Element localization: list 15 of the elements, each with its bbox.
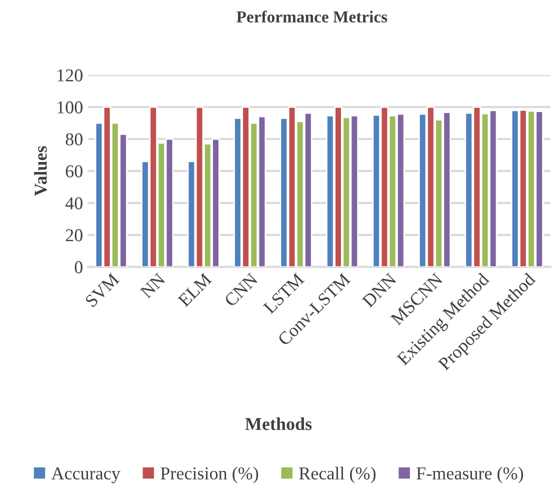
y-tick-label: 120 (58, 69, 82, 82)
y-tick-label: 0 (74, 261, 82, 274)
y-tick-label: 20 (66, 229, 82, 242)
legend-label: Accuracy (51, 467, 120, 484)
y-tick-label: 40 (65, 197, 82, 210)
chart-title: Performance Metrics (236, 10, 388, 23)
y-tick-label: 100 (58, 101, 82, 114)
legend-label: Recall (%) (299, 466, 376, 484)
legend-label: Precision (%) (160, 466, 258, 484)
y-tick-label: 60 (66, 165, 82, 178)
x-axis-title: Methods (245, 417, 312, 430)
x-tick-label: NN (140, 272, 166, 299)
legend-label: F-measure (%) (416, 466, 524, 484)
y-tick-label: 80 (66, 133, 82, 146)
y-axis-title: Values (34, 146, 47, 196)
